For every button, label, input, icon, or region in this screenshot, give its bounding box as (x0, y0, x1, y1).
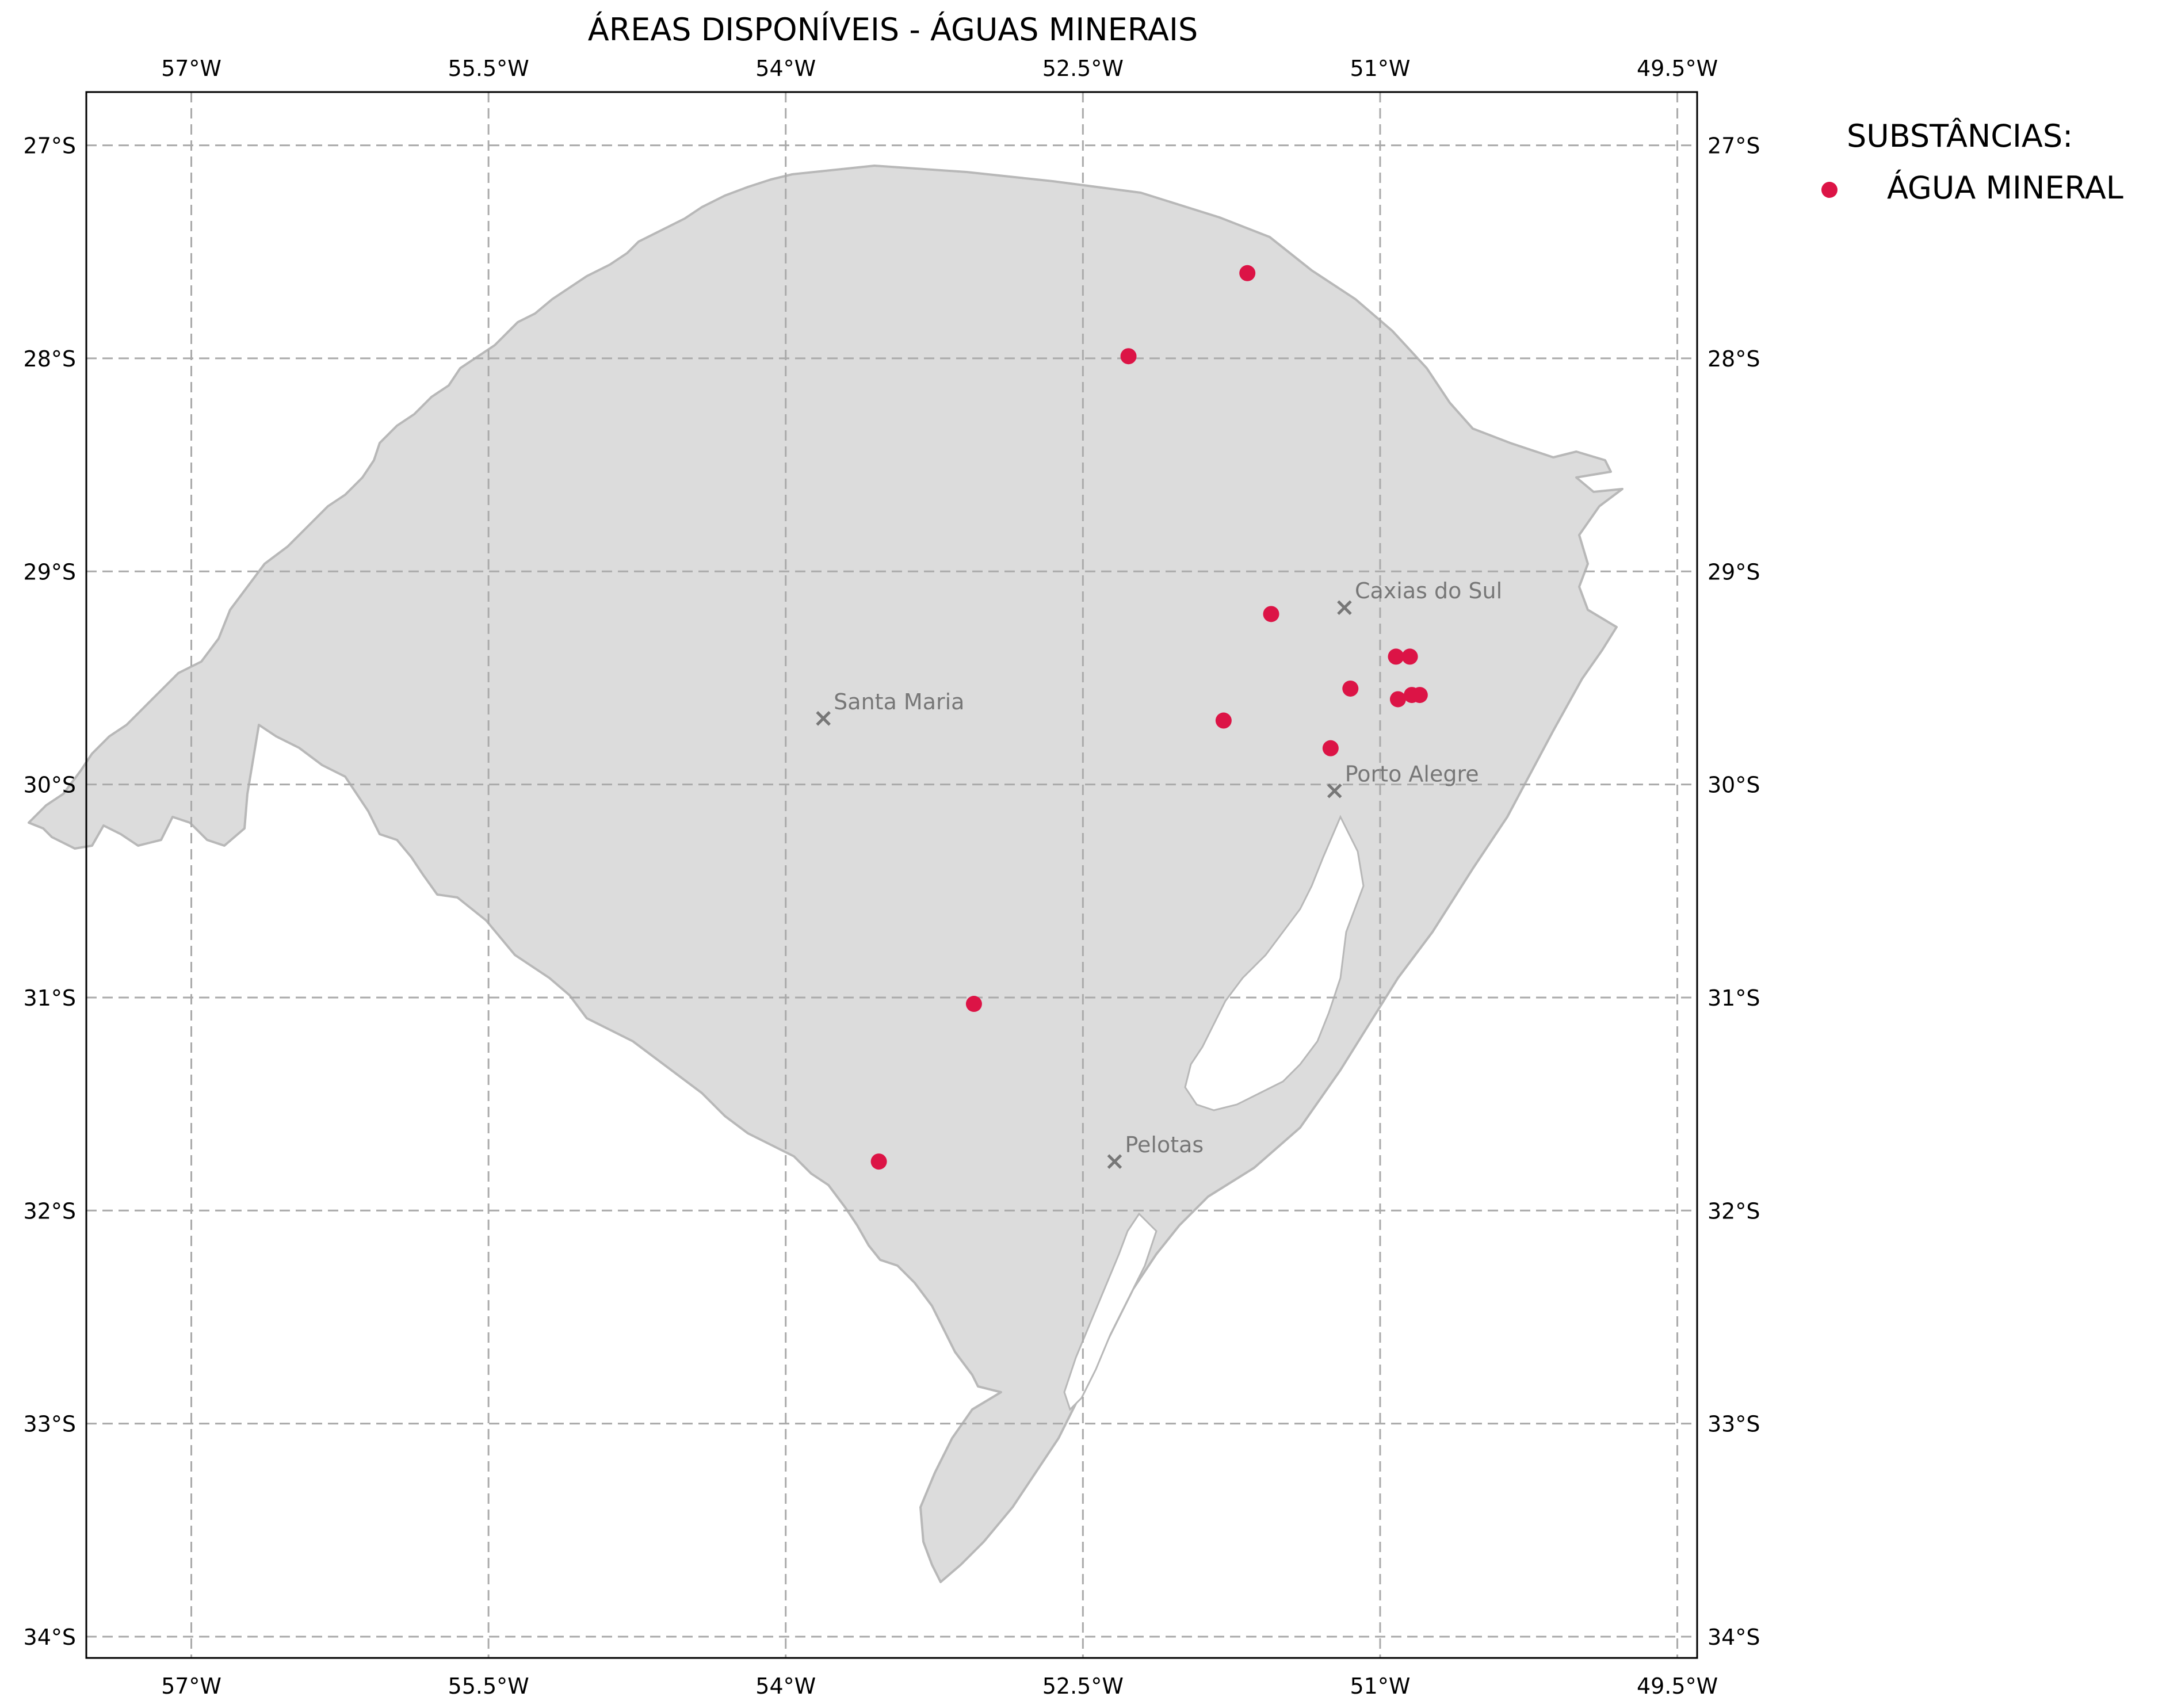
lat-tick-label-left: 32°S (24, 1198, 76, 1224)
map-title: ÁREAS DISPONÍVEIS - ÁGUAS MINERAIS (588, 12, 1198, 48)
lat-tick-label-right: 33°S (1707, 1412, 1760, 1437)
state-landmass (28, 165, 1623, 1583)
lat-tick-label-left: 27°S (24, 133, 76, 159)
lon-tick-label-bottom: 51°W (1350, 1673, 1410, 1699)
lat-tick-label-left: 34°S (24, 1625, 76, 1650)
lon-tick-label-bottom: 54°W (755, 1673, 816, 1699)
city-markers: Caxias do Sul Santa Maria Porto Alegre Pelo… (816, 578, 1502, 1169)
lat-tick-label-left: 33°S (24, 1412, 76, 1437)
city-cross-stroke (816, 711, 831, 726)
lat-tick-label-right: 28°S (1707, 346, 1760, 372)
city-cross-stroke (1327, 783, 1342, 798)
lon-tick-label-bottom: 57°W (161, 1673, 221, 1699)
legend: SUBSTÂNCIAS: ÁGUA MINERAL (1821, 118, 2123, 206)
lon-tick-label-top: 55.5°W (448, 56, 529, 81)
mineral-water-point (1388, 648, 1404, 665)
mineral-water-point (1120, 348, 1137, 365)
mineral-water-point (1263, 606, 1279, 622)
city-marker: Pelotas (1107, 1132, 1204, 1169)
legend-title: SUBSTÂNCIAS: (1847, 118, 2073, 154)
mineral-water-point (870, 1153, 887, 1170)
city-marker: Caxias do Sul (1337, 578, 1502, 615)
city-label: Pelotas (1125, 1132, 1204, 1157)
mineral-water-point (1239, 265, 1256, 281)
city-marker: Santa Maria (816, 689, 964, 726)
legend-marker-agua-mineral (1821, 182, 1838, 198)
lon-tick-label-bottom: 55.5°W (448, 1673, 529, 1699)
lat-tick-label-left: 30°S (24, 773, 76, 798)
lat-tick-label-right: 27°S (1707, 133, 1760, 159)
city-marker: Porto Alegre (1327, 762, 1479, 798)
city-label: Caxias do Sul (1355, 578, 1502, 603)
map-frame (85, 91, 1698, 1659)
lagoon-mirim (1063, 1212, 1158, 1411)
lon-tick-label-top: 49.5°W (1637, 56, 1718, 81)
lon-tick-label-bottom: 52.5°W (1042, 1673, 1124, 1699)
lon-tick-label-top: 54°W (755, 56, 816, 81)
city-cross-stroke (1337, 600, 1352, 615)
mineral-water-point (1342, 680, 1359, 697)
legend-label-agua-mineral: ÁGUA MINERAL (1887, 170, 2123, 206)
mineral-water-point (1411, 687, 1428, 704)
lon-tick-label-top: 57°W (161, 56, 221, 81)
lon-tick-label-top: 51°W (1350, 56, 1410, 81)
city-label: Porto Alegre (1345, 762, 1479, 787)
lon-tick-label-bottom: 49.5°W (1637, 1673, 1718, 1699)
mineral-water-point (1389, 691, 1406, 708)
mineral-water-point (1401, 648, 1418, 665)
lat-tick-label-right: 30°S (1707, 773, 1760, 798)
lon-tick-label-top: 52.5°W (1042, 56, 1124, 81)
mineral-water-point (1215, 712, 1232, 729)
lat-tick-label-left: 31°S (24, 985, 76, 1011)
graticule (86, 92, 1697, 1658)
lat-tick-label-right: 32°S (1707, 1198, 1760, 1224)
lat-tick-label-right: 34°S (1707, 1625, 1760, 1650)
mineral-water-points (870, 265, 1428, 1170)
mineral-water-point (965, 996, 982, 1012)
axis-tick-labels: 57°W 57°W 55.5°W 55.5°W 54°W 54°W 52.5°W 52.5°W… (24, 56, 1760, 1699)
lat-tick-label-left: 29°S (24, 559, 76, 584)
lagoon (1184, 815, 1365, 1111)
lat-tick-label-left: 28°S (24, 346, 76, 372)
lat-tick-label-right: 29°S (1707, 559, 1760, 584)
map-border (85, 91, 1698, 1659)
city-cross-stroke (1107, 1154, 1122, 1169)
lat-tick-label-right: 31°S (1707, 985, 1760, 1011)
city-label: Santa Maria (834, 689, 964, 714)
mineral-water-point (1322, 740, 1339, 756)
